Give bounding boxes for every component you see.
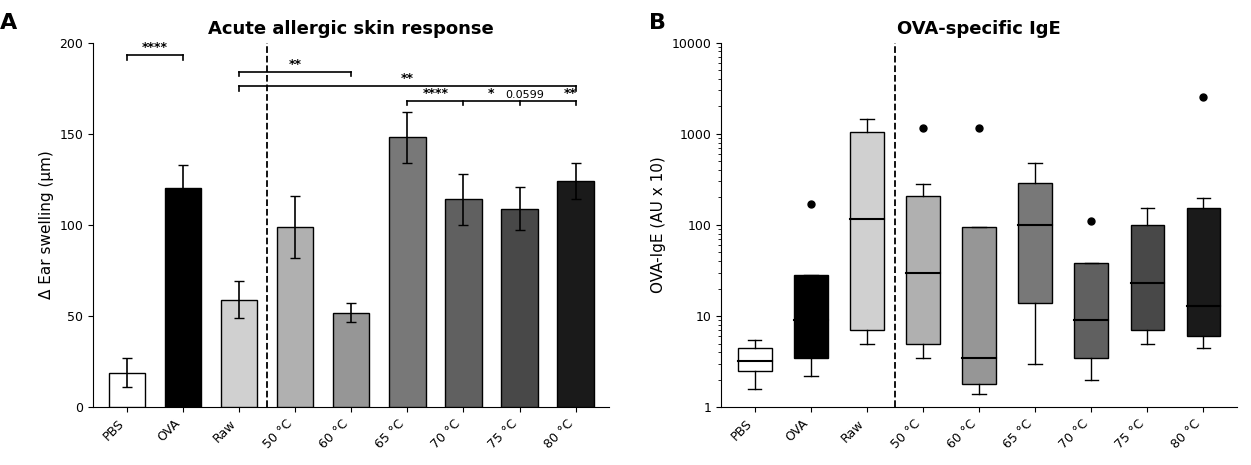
Bar: [165, 188, 201, 407]
Bar: [333, 312, 369, 407]
Bar: [1018, 183, 1052, 303]
Text: ****: ****: [423, 87, 448, 100]
Bar: [109, 373, 145, 407]
Bar: [276, 227, 313, 407]
Bar: [221, 300, 258, 407]
Y-axis label: Δ Ear swelling (μm): Δ Ear swelling (μm): [39, 151, 54, 299]
Text: A: A: [0, 13, 18, 33]
Bar: [389, 137, 425, 407]
Bar: [962, 227, 996, 384]
Text: 0.0599: 0.0599: [505, 90, 544, 100]
Text: ****: ****: [141, 41, 168, 54]
Bar: [906, 196, 940, 344]
Text: **: **: [289, 58, 301, 71]
Bar: [1075, 263, 1108, 358]
Bar: [558, 181, 594, 407]
Title: Acute allergic skin response: Acute allergic skin response: [209, 20, 494, 38]
Bar: [738, 348, 772, 371]
Bar: [1187, 207, 1220, 336]
Bar: [502, 208, 538, 407]
Text: B: B: [649, 13, 666, 33]
Text: **: **: [563, 87, 577, 100]
Text: **: **: [400, 73, 414, 86]
Bar: [445, 199, 482, 407]
Bar: [851, 132, 883, 330]
Y-axis label: OVA-IgE (AU x 10): OVA-IgE (AU x 10): [651, 157, 666, 293]
Bar: [794, 275, 828, 358]
Bar: [1131, 225, 1165, 330]
Title: OVA-specific IgE: OVA-specific IgE: [897, 20, 1061, 38]
Text: *: *: [488, 87, 494, 100]
